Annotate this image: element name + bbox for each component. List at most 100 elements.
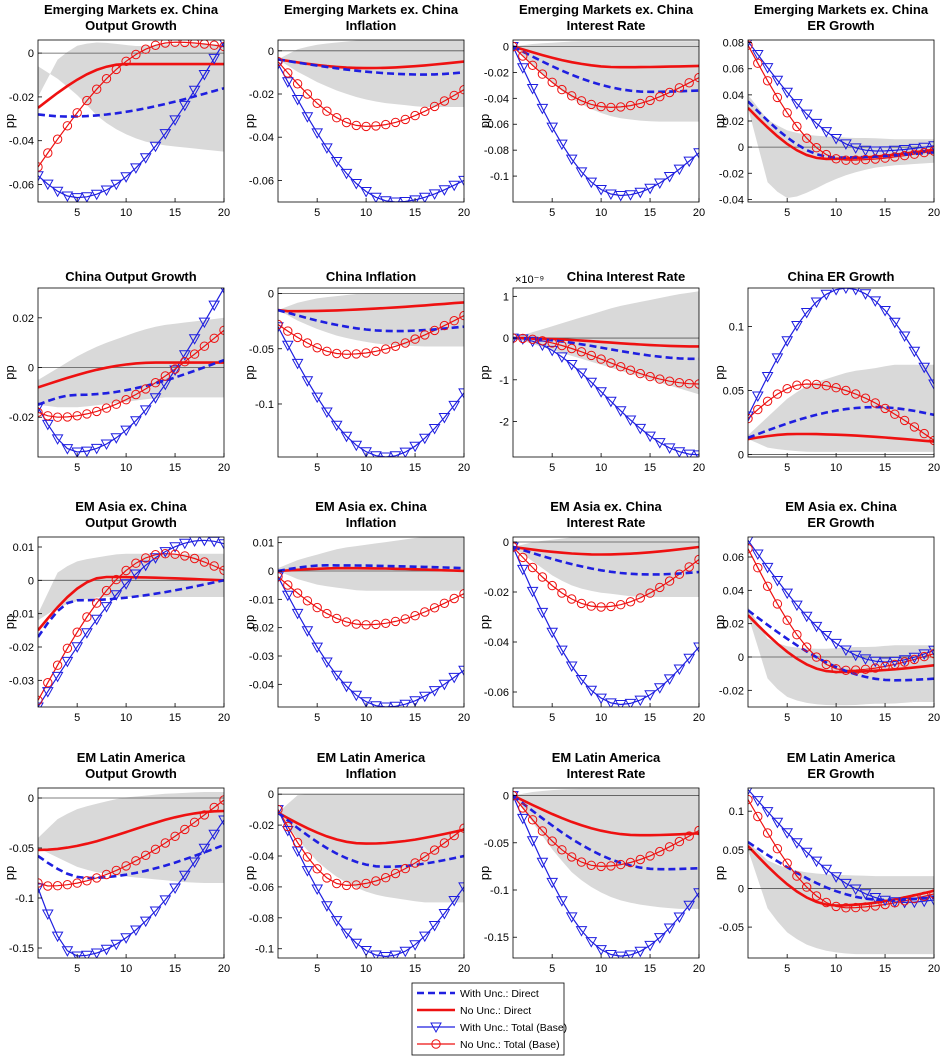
marker-total-unc: [291, 95, 304, 106]
marker-total-unc: [311, 392, 324, 404]
series-total-nounc-line: [38, 553, 224, 701]
marker-total-unc: [321, 901, 333, 912]
marker-total-unc: [683, 653, 696, 665]
y-axis-label: pp: [2, 866, 17, 880]
marker-total-nounc: [420, 330, 430, 340]
panel-title-line1: Emerging Markets ex. China: [44, 2, 219, 17]
marker-total-unc: [928, 645, 934, 657]
x-tick-label: 5: [314, 207, 320, 219]
marker-total-unc: [840, 645, 852, 657]
marker-total-nounc: [219, 795, 224, 805]
marker-total-unc: [311, 884, 324, 896]
y-tick-label: 0.05: [723, 385, 744, 397]
marker-total-nounc: [180, 357, 190, 367]
marker-total-nounc: [831, 664, 841, 674]
marker-total-unc: [663, 923, 676, 935]
marker-total-nounc: [180, 40, 190, 48]
marker-total-nounc: [170, 40, 180, 47]
marker-total-nounc: [400, 614, 410, 624]
panel-title-line2: Output Growth: [85, 766, 177, 781]
marker-total-nounc: [371, 121, 381, 131]
marker-total-nounc: [332, 348, 342, 359]
marker-total-nounc: [870, 901, 880, 911]
plot-area: [38, 537, 224, 707]
y-tick-label: 0.05: [723, 845, 744, 857]
marker-total-nounc: [684, 831, 694, 841]
marker-total-unc: [575, 167, 588, 178]
marker-total-nounc: [567, 594, 577, 604]
marker-total-unc: [281, 826, 294, 837]
marker-total-nounc: [576, 598, 587, 609]
marker-total-nounc: [880, 899, 890, 910]
series-total-nounc-line: [38, 799, 224, 887]
marker-total-nounc: [821, 381, 831, 391]
series-direct-nounc-line: [38, 62, 224, 109]
marker-total-unc: [409, 940, 421, 951]
y-axis-label: pp: [712, 114, 727, 128]
marker-total-nounc: [635, 854, 645, 865]
marker-total-unc: [418, 931, 431, 943]
x-tick-label: 10: [120, 712, 132, 724]
marker-total-unc: [198, 70, 211, 81]
marker-total-nounc: [606, 358, 616, 368]
marker-total-unc: [90, 614, 103, 626]
marker-total-unc: [748, 537, 754, 547]
marker-total-unc: [820, 127, 833, 138]
marker-total-nounc: [851, 665, 861, 675]
marker-total-nounc: [332, 613, 342, 624]
y-tick-label: 0: [738, 883, 744, 895]
axis-exponent: ×10⁻⁹: [515, 274, 544, 286]
marker-total-nounc: [674, 83, 685, 93]
confidence-band: [278, 537, 464, 591]
y-tick-label: -0.15: [9, 943, 34, 955]
y-tick-label: 0: [503, 537, 509, 549]
marker-total-nounc: [312, 98, 322, 109]
marker-total-unc: [791, 838, 803, 849]
marker-total-nounc: [420, 607, 430, 617]
marker-total-unc: [516, 334, 529, 345]
marker-total-nounc: [606, 601, 616, 612]
marker-total-nounc: [82, 95, 92, 106]
marker-total-unc: [791, 321, 803, 332]
y-tick-label: 0: [28, 363, 34, 375]
marker-total-nounc: [292, 332, 303, 343]
marker-total-nounc: [189, 553, 200, 564]
marker-total-nounc: [557, 340, 567, 351]
marker-total-unc: [830, 638, 842, 650]
y-axis-label: pp: [712, 866, 727, 880]
marker-total-unc: [546, 345, 559, 357]
confidence-band: [38, 42, 224, 152]
marker-total-nounc: [429, 603, 440, 613]
marker-total-nounc: [292, 79, 303, 89]
marker-total-unc: [110, 179, 123, 191]
panel-title: China ER Growth: [788, 269, 895, 284]
y-tick-label: -0.02: [9, 92, 34, 104]
marker-total-unc: [536, 340, 549, 352]
marker-total-unc: [918, 649, 931, 660]
marker-total-nounc: [870, 398, 880, 408]
y-tick-label: -1: [499, 375, 509, 387]
marker-total-nounc: [351, 880, 361, 890]
marker-total-nounc: [72, 627, 82, 637]
y-tick-label: -0.1: [490, 171, 509, 183]
y-tick-label: -0.02: [249, 623, 274, 635]
y-tick-label: 0.1: [729, 806, 744, 818]
x-tick-label: 5: [74, 712, 80, 724]
marker-total-nounc: [576, 347, 587, 357]
marker-total-unc: [761, 562, 774, 574]
panel-10: 5 10 15 20 0.01 0 -0.01 -0.02 -0.03 -0.04 pp EM Asi…: [242, 499, 470, 724]
marker-total-nounc: [111, 64, 122, 75]
marker-total-nounc: [410, 110, 420, 121]
panel-15: 5 10 15 20 0 -0.05 -0.1 -0.15 pp EM Latin America…: [477, 750, 705, 975]
marker-total-nounc: [141, 850, 151, 860]
marker-total-nounc: [131, 389, 141, 400]
marker-total-unc: [791, 99, 803, 110]
marker-total-nounc: [802, 379, 812, 389]
x-tick-label: 20: [693, 963, 705, 975]
x-tick-label: 5: [784, 712, 790, 724]
marker-total-unc: [898, 655, 911, 666]
marker-total-unc: [575, 675, 588, 686]
y-tick-label: 0.02: [723, 116, 744, 128]
series-total-nounc-line: [278, 809, 464, 887]
marker-total-unc: [526, 84, 539, 95]
